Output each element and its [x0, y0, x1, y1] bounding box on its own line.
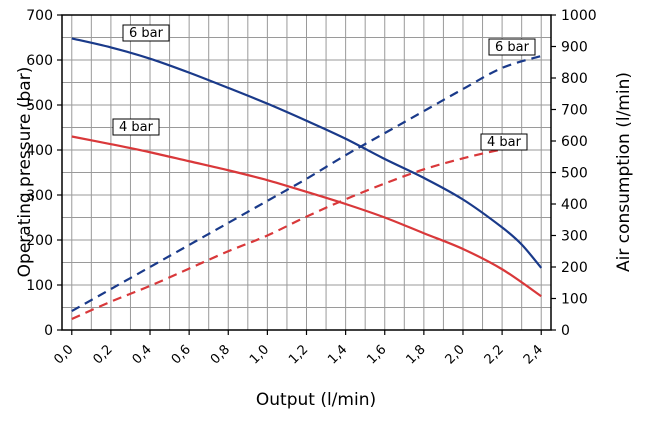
y-right-tick-label: 0: [561, 323, 570, 339]
x-tick-label: 2,0: [443, 342, 468, 367]
series-line-4-bar-left-solid: [71, 135, 542, 298]
y-left-tick-label: 100: [26, 278, 53, 294]
y-right-tick-label: 800: [561, 71, 588, 87]
series-label-box: [480, 133, 528, 151]
x-tick-label: 1,4: [325, 342, 350, 367]
y-right-tick-label: 400: [561, 197, 588, 213]
x-tick-label: 0,2: [90, 342, 115, 367]
y-right-tick-label: 300: [561, 229, 588, 245]
y-left-tick-label: 200: [26, 233, 53, 249]
x-axis-title: Output (l/min): [256, 390, 376, 410]
x-tick-label: 1,8: [403, 342, 428, 367]
y-left-tick-label: 0: [44, 323, 53, 339]
y-right-tick-label: 1000: [561, 8, 597, 24]
x-tick-label: 1,0: [247, 342, 272, 367]
series-label-6-bar-solid: 6 bar: [122, 24, 170, 42]
series-label-text: 6 bar: [129, 26, 164, 41]
y-right-tick-label: 600: [561, 134, 588, 150]
x-tick-label: 1,6: [364, 342, 389, 367]
y-left-tick-label: 400: [26, 143, 53, 159]
y-left-tick-label: 600: [26, 53, 53, 69]
series-label-text: 6 bar: [495, 40, 530, 55]
tick-labels: 0 100 200 300 400 500 600 700 0 100 200 300 400 500 60…: [26, 8, 596, 367]
series-line-4-bar-right-dashed: [71, 144, 532, 320]
series-line-6-bar-left-solid: [71, 37, 543, 269]
y-right-tick-label: 500: [561, 166, 588, 182]
x-tick-label: 0,0: [51, 342, 76, 367]
plot-frame: [57, 14, 556, 335]
x-tick-label: 2,4: [521, 342, 546, 367]
x-tick-label: 0,4: [130, 342, 155, 367]
y-left-tick-label: 700: [26, 8, 53, 24]
y-right-tick-label: 100: [561, 292, 588, 308]
series-label-4-bar-dashed: 4 bar: [480, 133, 528, 151]
x-tick-label: 1,2: [286, 342, 311, 367]
x-tick-label: 2,2: [482, 342, 507, 367]
y-right-tick-label: 700: [561, 103, 588, 119]
series-label-4-bar-solid: 4 bar: [112, 118, 160, 136]
y-axis-right-title: Air consumption (l/min): [614, 72, 634, 272]
series-label-text: 4 bar: [487, 135, 522, 150]
series-label-box: [112, 118, 160, 136]
x-tick-label: 0,6: [169, 342, 194, 367]
series-label-6-bar-dashed: 6 bar: [488, 38, 536, 56]
y-axis-left-title: Operating pressure (bar): [15, 67, 35, 278]
y-left-tick-label: 500: [26, 98, 53, 114]
series-label-box: [122, 24, 170, 42]
x-tick-label: 0,8: [208, 342, 233, 367]
grid: [62, 15, 551, 330]
y-left-tick-label: 300: [26, 188, 53, 204]
series-lines: [71, 37, 543, 320]
series-label-box: [488, 38, 536, 56]
y-right-tick-label: 200: [561, 260, 588, 276]
series-labels: 6 bar 4 bar 6 bar 4 bar: [112, 24, 536, 151]
y-right-tick-label: 900: [561, 40, 588, 56]
series-label-text: 4 bar: [119, 120, 154, 135]
